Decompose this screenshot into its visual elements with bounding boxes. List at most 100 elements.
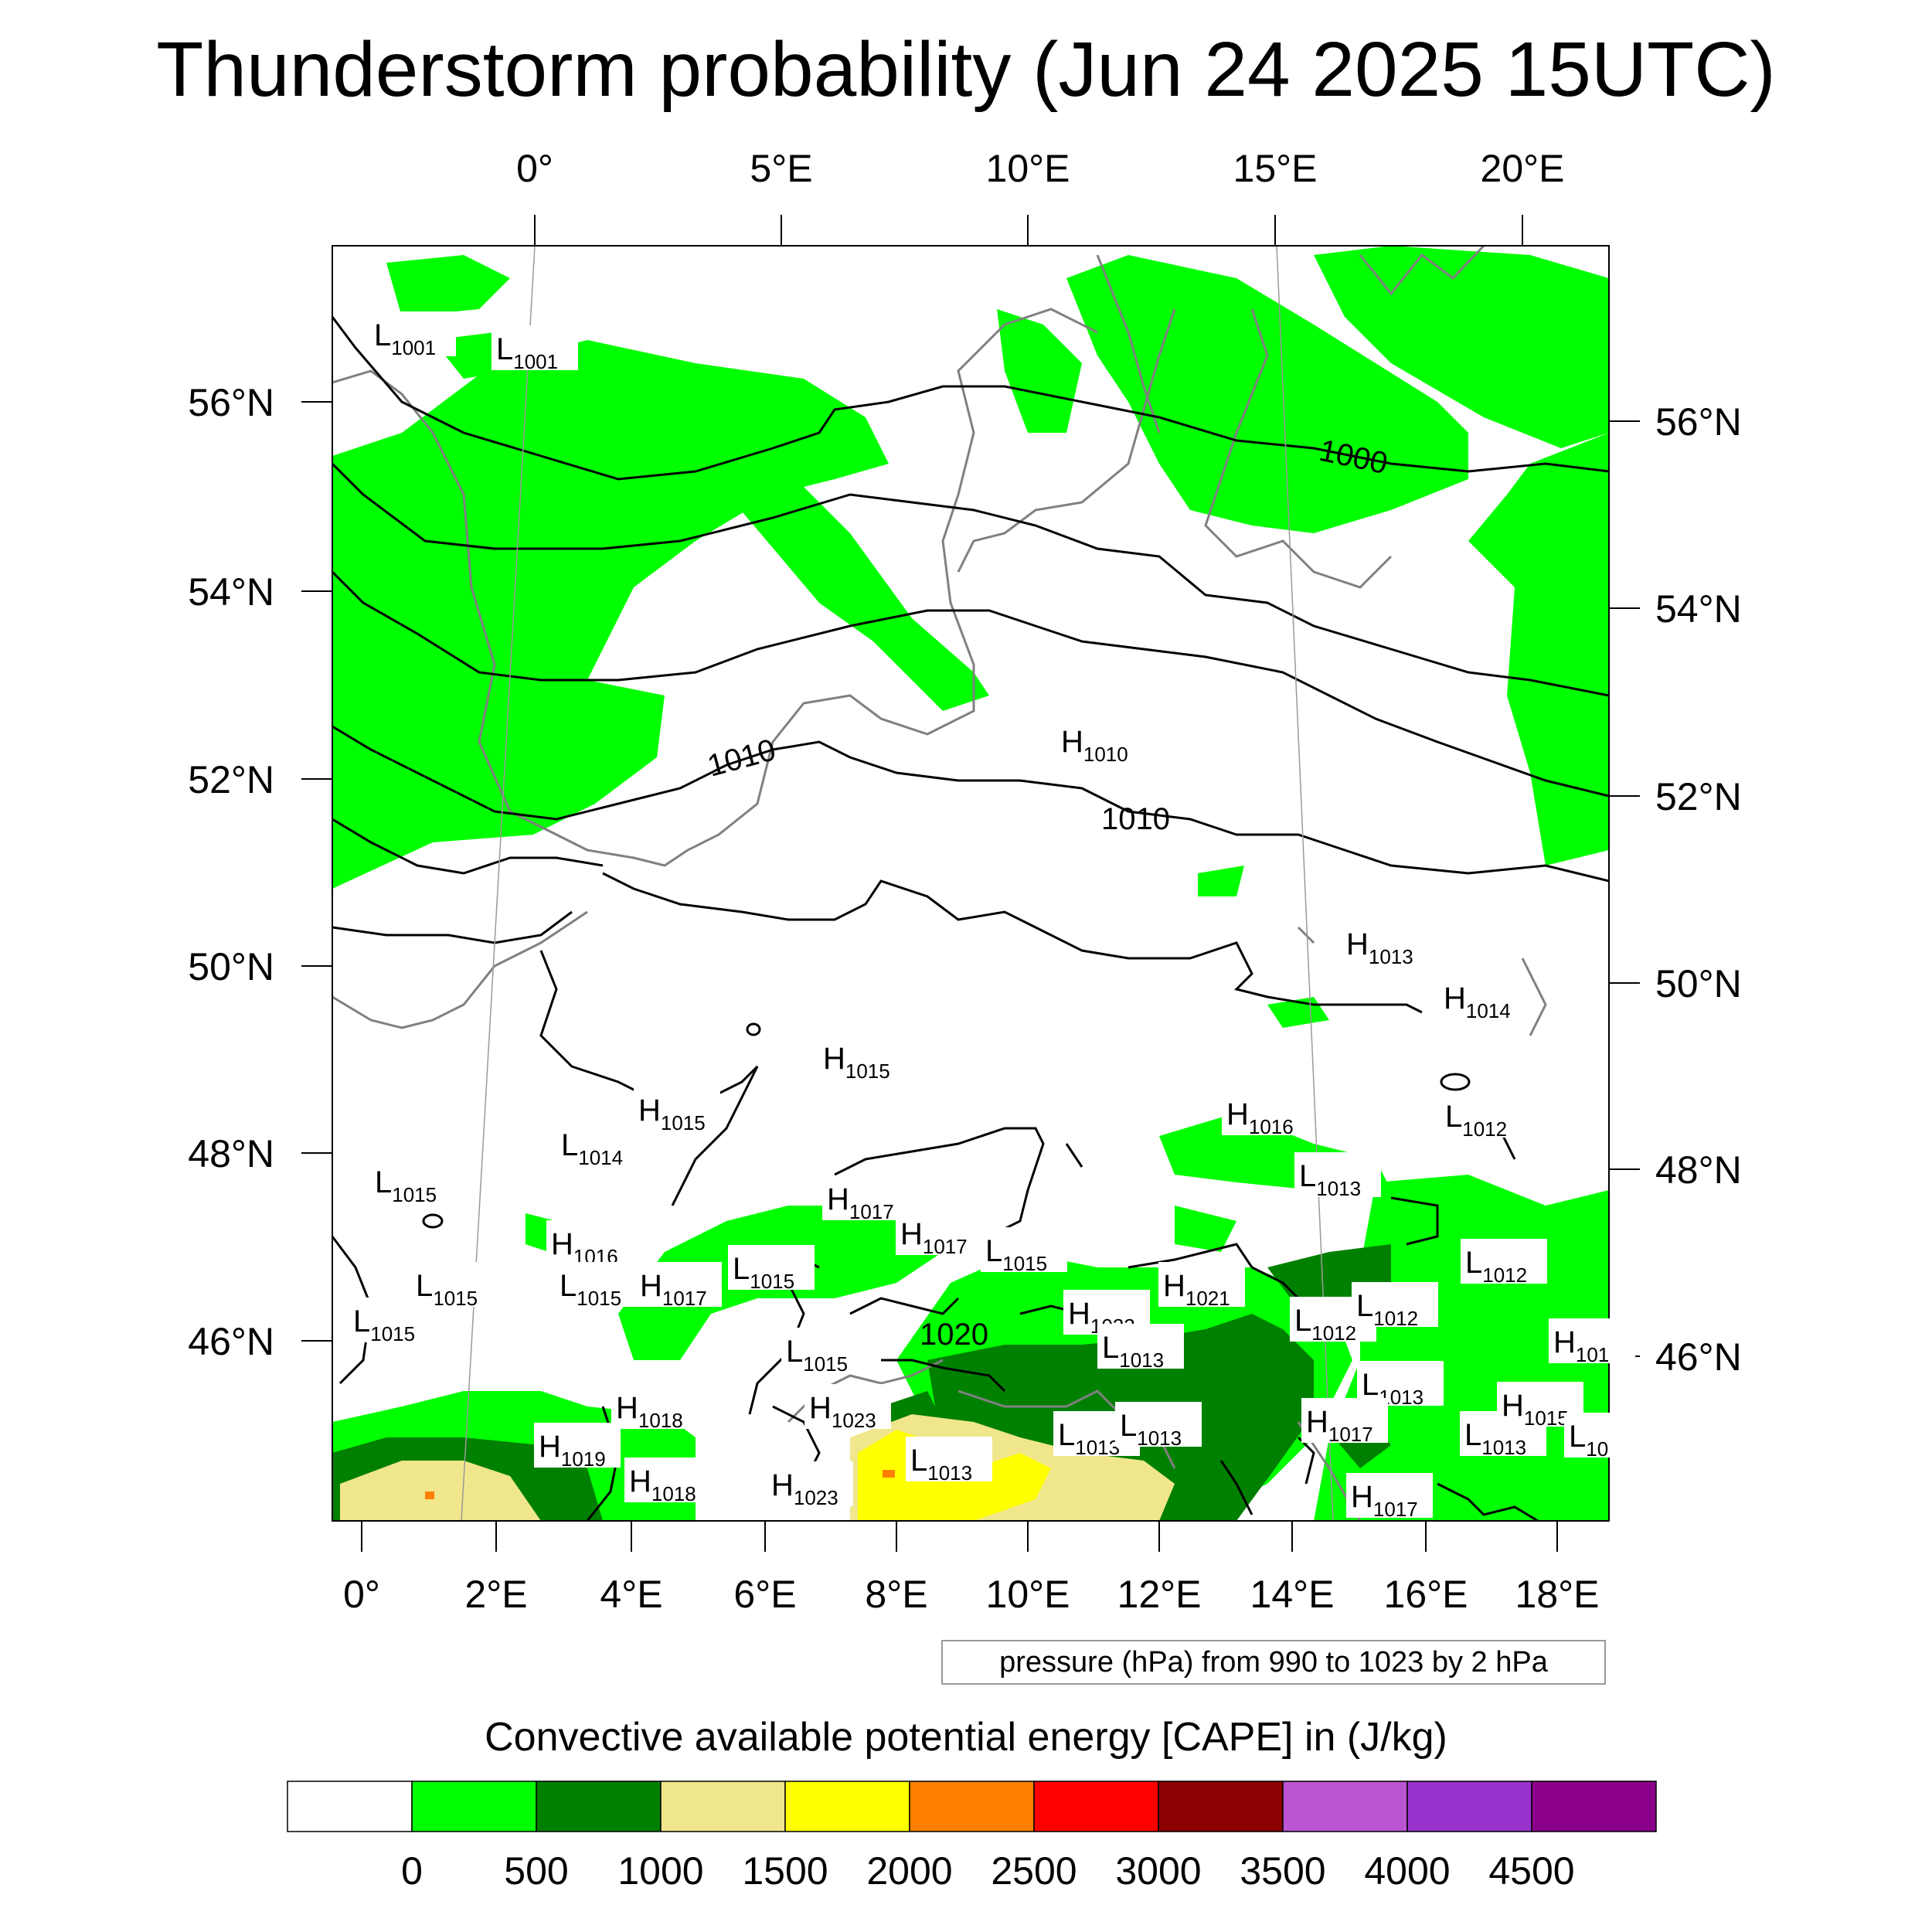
colorbar-swatch — [1282, 1781, 1408, 1832]
tick-marks — [301, 215, 1640, 1552]
colorbar-tick-label: 1500 — [742, 1849, 828, 1893]
low-pressure-center: L1012 — [1465, 1246, 1527, 1287]
low-pressure-center: L1015 — [733, 1252, 794, 1293]
low-pressure-center: L1001 — [496, 332, 558, 373]
pressure-center-label-bg — [1439, 975, 1526, 1019]
low-pressure-center: L1015 — [985, 1234, 1047, 1275]
left-lat-labels: 56°N 54°N 52°N 50°N 48°N 46°N — [188, 381, 274, 1363]
colorbar-tick-label: 3000 — [1115, 1849, 1201, 1893]
colorbar-tick-label: 2500 — [991, 1849, 1077, 1893]
colorbar-tick-label: 3500 — [1240, 1849, 1325, 1893]
top-lon-label: 0° — [516, 147, 553, 190]
pressure-center-label-bg — [1222, 1090, 1308, 1135]
high-pressure-center: H1017 — [1306, 1405, 1373, 1446]
high-pressure-center: H1017 — [900, 1217, 968, 1258]
top-lon-labels: 0° 5°E 10°E 15°E 20°E — [516, 147, 1564, 190]
right-lat-labels: 56°N 54°N 52°N 50°N 48°N 46°N — [1655, 400, 1742, 1379]
colorbar-tick-label: 1000 — [617, 1849, 703, 1893]
colorbar-tick-label: 4500 — [1488, 1849, 1574, 1893]
pressure-center-label-bg — [635, 1262, 722, 1307]
colorbar-tick-label: 0 — [401, 1849, 423, 1893]
pressure-center-label-bg — [767, 1461, 853, 1506]
pressure-centers: L1001 L1001 H1010 H1013 H1014 H1016 H1015 H1015… — [349, 311, 1651, 1521]
high-pressure-center: H101 — [1553, 1325, 1609, 1366]
left-lat-label: 50°N — [188, 945, 274, 988]
high-pressure-center: H1017 — [827, 1182, 894, 1223]
low-pressure-center: L1015 — [353, 1304, 415, 1345]
colorbar-tick-label: 4000 — [1364, 1849, 1450, 1893]
map-frame — [332, 245, 1610, 1522]
low-pressure-center: L1015 — [786, 1335, 848, 1376]
low-pressure-center: L1012 — [1356, 1289, 1418, 1330]
pressure-center-label-bg — [822, 1175, 909, 1220]
high-pressure-center: H1015 — [638, 1094, 706, 1134]
pressure-center-label-bg — [1294, 1152, 1381, 1197]
low-pressure-center: L10 — [1569, 1420, 1608, 1461]
colorbar-swatch — [1406, 1781, 1532, 1832]
bottom-lon-label: 4°E — [600, 1573, 662, 1616]
pressure-center-label-bg — [349, 1298, 435, 1342]
bottom-lon-label: 14°E — [1250, 1573, 1335, 1616]
low-pressure-center: L1013 — [1120, 1409, 1182, 1450]
cape-fill-2500 — [425, 1470, 895, 1499]
top-lon-label: 5°E — [750, 147, 812, 190]
cape-colorbar — [287, 1781, 1657, 1832]
colorbar-swatch — [411, 1781, 537, 1832]
right-lat-label: 46°N — [1655, 1335, 1742, 1379]
left-lat-label: 52°N — [188, 758, 274, 801]
pressure-center-label-bg — [728, 1245, 815, 1290]
high-pressure-center: H1015 — [823, 1042, 890, 1083]
cape-colorbar-tick-labels: 0 500 1000 1500 2000 2500 3000 3500 4000 4500 — [401, 1849, 1575, 1893]
isobar-label: 1020 — [920, 1318, 988, 1352]
colorbar-swatch — [909, 1781, 1035, 1832]
high-pressure-center: H1010 — [1061, 725, 1128, 766]
low-pressure-center: L1015 — [560, 1269, 621, 1310]
colorbar-title: Convective available potential energy [C… — [485, 1715, 1447, 1760]
pressure-center-label-bg — [634, 1087, 720, 1131]
pressure-center-label-bg — [1158, 1262, 1245, 1307]
pressure-center-label-bg — [556, 1121, 643, 1166]
pressure-center-label-bg — [1564, 1413, 1651, 1458]
isobars — [332, 316, 1609, 1521]
bottom-lon-label: 2°E — [464, 1573, 527, 1616]
colorbar-swatch — [660, 1781, 786, 1832]
colorbar-swatch — [1033, 1781, 1159, 1832]
bottom-lon-labels: 0° 2°E 4°E 6°E 8°E 10°E 12°E 14°E 16°E 1… — [343, 1573, 1599, 1616]
pressure-center-label-bg — [1346, 1473, 1433, 1518]
left-lat-label: 46°N — [188, 1320, 274, 1363]
high-pressure-center: H1023 — [771, 1468, 838, 1509]
colorbar-swatch — [287, 1781, 413, 1832]
bottom-lon-label: 0° — [343, 1573, 380, 1616]
top-lon-label: 10°E — [986, 147, 1070, 190]
bottom-lon-label: 18°E — [1515, 1573, 1600, 1616]
colorbar-swatch — [536, 1781, 662, 1832]
pressure-center-label-bg — [896, 1210, 982, 1255]
pressure-center-label-bg — [781, 1328, 868, 1372]
high-pressure-center: H1019 — [539, 1430, 606, 1471]
low-pressure-center: L1013 — [1464, 1418, 1526, 1459]
low-pressure-center: L1013 — [1058, 1418, 1120, 1459]
pressure-center-label-bg — [906, 1437, 992, 1481]
low-pressure-center: L1013 — [910, 1444, 972, 1485]
high-pressure-center: H1018 — [629, 1464, 696, 1505]
pressure-center-label-bg — [804, 1384, 891, 1429]
pressure-center-label-bg — [1056, 718, 1143, 763]
right-lat-label: 50°N — [1655, 962, 1742, 1005]
right-lat-label: 54°N — [1655, 587, 1742, 631]
low-pressure-center: L1015 — [375, 1165, 437, 1206]
pressure-center-label-bg — [1301, 1398, 1388, 1443]
pressure-center-label-bg — [1115, 1402, 1202, 1447]
map-panel — [332, 246, 1609, 1521]
pressure-center-label-bg — [1352, 1282, 1438, 1327]
pressure-contour-note: pressure (hPa) from 990 to 1023 by 2 hPa — [941, 1640, 1606, 1685]
high-pressure-center: H1023 — [809, 1391, 876, 1432]
isobar-label: 1010 — [1101, 802, 1170, 836]
high-pressure-center: H1017 — [1351, 1480, 1418, 1521]
pressure-center-label-bg — [818, 1035, 905, 1080]
high-pressure-center: H1021 — [1163, 1269, 1230, 1310]
bottom-lon-label: 12°E — [1117, 1573, 1202, 1616]
pressure-center-label-bg — [981, 1227, 1067, 1272]
low-pressure-center: L1013 — [1102, 1331, 1164, 1372]
pressure-center-label-bg — [1549, 1318, 1635, 1363]
